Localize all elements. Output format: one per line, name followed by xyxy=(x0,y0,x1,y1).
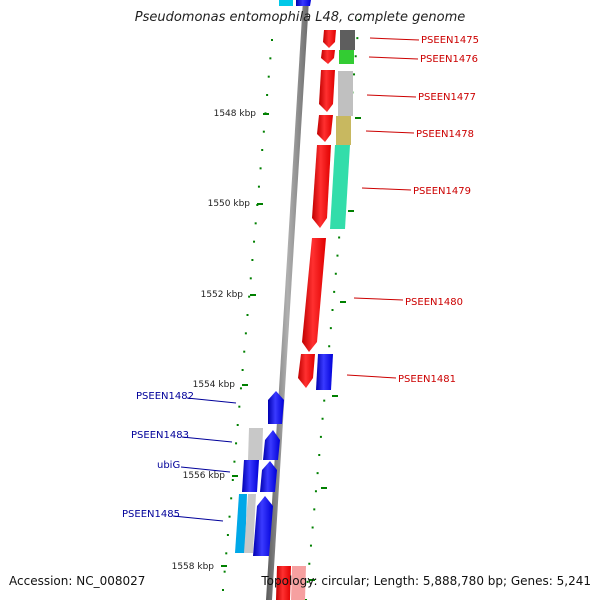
label-leader xyxy=(186,397,237,404)
scale-label: 1558 kbp xyxy=(172,562,215,572)
major-ticks xyxy=(221,113,361,581)
scale-labels: 1548 kbp 1550 kbp 1552 kbp 1554 kbp 1556… xyxy=(172,109,257,572)
gene-label-pseen1477[interactable]: PSEEN1477 xyxy=(418,92,476,103)
gene-label-pseen1481[interactable]: PSEEN1481 xyxy=(398,374,456,385)
gene-arrow-pseen1483[interactable] xyxy=(263,430,280,460)
annotation-block xyxy=(330,145,350,229)
gene-arrow-reverse xyxy=(316,354,333,390)
gene-label-pseen1476[interactable]: PSEEN1476 xyxy=(420,54,478,65)
gene-label-pseen1478[interactable]: PSEEN1478 xyxy=(416,129,474,140)
label-leader xyxy=(368,56,419,60)
gene-label-ubig[interactable]: ubiG xyxy=(157,460,180,471)
gene-arrow-ubig-2 xyxy=(260,461,277,492)
gene-arrow-continuation-light xyxy=(291,566,306,600)
gene-arrow-pseen1477[interactable] xyxy=(319,70,335,112)
gene-label-pseen1479[interactable]: PSEEN1479 xyxy=(413,186,471,197)
scale-label: 1548 kbp xyxy=(214,109,257,119)
label-leader xyxy=(361,187,412,191)
annotation-block xyxy=(244,494,256,553)
gene-arrow-blue-top xyxy=(296,0,311,6)
forward-labels: PSEEN1475 PSEEN1476 PSEEN1477 PSEEN1478 … xyxy=(346,35,479,385)
reverse-strand-genes xyxy=(242,0,333,556)
label-leader xyxy=(172,515,224,522)
gene-arrow-pseen1479[interactable] xyxy=(312,145,331,228)
scale-label: 1552 kbp xyxy=(201,290,244,300)
scale-label: 1556 kbp xyxy=(183,471,226,481)
annotation-block xyxy=(235,494,247,553)
gene-arrow-pseen1482[interactable] xyxy=(268,391,284,424)
label-leader xyxy=(180,466,231,473)
gene-arrow-pseen1481[interactable] xyxy=(298,354,315,388)
annotation-block xyxy=(338,71,353,116)
gene-label-pseen1483[interactable]: PSEEN1483 xyxy=(131,430,189,441)
label-leader xyxy=(369,37,420,41)
gene-label-pseen1480[interactable]: PSEEN1480 xyxy=(405,297,463,308)
gene-arrow-pseen1485[interactable] xyxy=(253,496,273,556)
annotation-block xyxy=(279,0,293,6)
gene-label-pseen1475[interactable]: PSEEN1475 xyxy=(421,35,479,46)
gene-label-pseen1485[interactable]: PSEEN1485 xyxy=(122,509,180,520)
annotation-block xyxy=(336,116,351,145)
reverse-labels: PSEEN1482 PSEEN1483 ubiG PSEEN1485 xyxy=(122,391,237,522)
label-leader xyxy=(366,94,417,98)
gene-arrow-pseen1480[interactable] xyxy=(302,238,326,352)
label-leader xyxy=(181,436,233,443)
label-leader xyxy=(346,374,397,379)
forward-strand-genes xyxy=(276,30,336,600)
scale-label: 1550 kbp xyxy=(208,199,251,209)
label-leader xyxy=(365,130,415,134)
annotation-track xyxy=(235,0,355,553)
gene-arrow-ubig[interactable] xyxy=(242,460,259,492)
map-title: Pseudomonas entomophila L48, complete ge… xyxy=(134,10,466,25)
accession-text: Accession: NC_008027 xyxy=(9,574,146,588)
annotation-block xyxy=(339,50,354,64)
annotation-block xyxy=(340,30,355,50)
annotation-block xyxy=(248,428,263,460)
gene-arrow-pseen1476[interactable] xyxy=(321,50,335,64)
gene-arrow-pseen1475[interactable] xyxy=(323,30,336,48)
gene-arrow-pseen1478[interactable] xyxy=(317,115,333,142)
label-leader xyxy=(353,297,404,301)
gene-label-pseen1482[interactable]: PSEEN1482 xyxy=(136,391,194,402)
gene-arrow-continuation xyxy=(276,566,291,600)
scale-label: 1554 kbp xyxy=(193,380,236,390)
topology-text: Topology: circular; Length: 5,888,780 bp… xyxy=(261,574,591,588)
